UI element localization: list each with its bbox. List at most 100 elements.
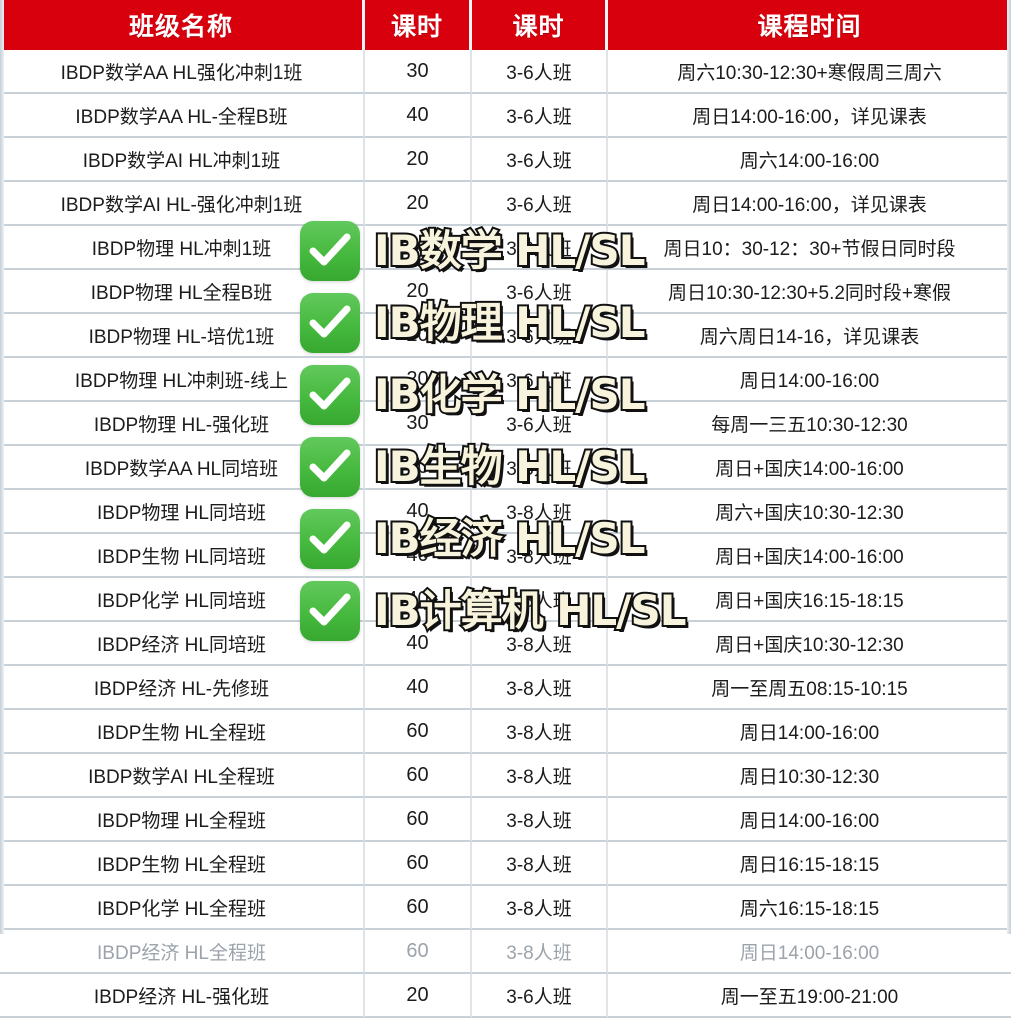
cell-hours: 20 [365,182,472,226]
cell-class-size: 3-6人班 [472,270,608,314]
cell-hours: 40 [365,666,472,710]
cell-schedule: 周日+国庆10:30-12:30 [608,622,1011,666]
table-row: IBDP经济 HL同培班 40 3-8人班 周日+国庆10:30-12:30 [0,622,1011,666]
cell-class-size: 3-8人班 [472,622,608,666]
cell-class-name: IBDP物理 HL-强化班 [0,402,365,446]
table-row: IBDP化学 HL同培班 40 3-8人班 周日+国庆16:15-18:15 [0,578,1011,622]
cell-schedule: 周六16:15-18:15 [608,886,1011,930]
cell-class-name: IBDP物理 HL全程班 [0,798,365,842]
cell-schedule: 周日+国庆14:00-16:00 [608,534,1011,578]
cell-hours: 60 [365,930,472,974]
cell-hours: 40 [365,490,472,534]
cell-schedule: 周日14:00-16:00，详见课表 [608,94,1011,138]
table-row: IBDP物理 HL-培优1班 20 3-6人班 周六周日14-16，详见课表 [0,314,1011,358]
table-row: IBDP数学AA HL同培班 40 3-8人班 周日+国庆14:00-16:00 [0,446,1011,490]
cell-class-name: IBDP经济 HL同培班 [0,622,365,666]
cell-class-size: 3-6人班 [472,138,608,182]
cell-schedule: 周日14:00-16:00 [608,358,1011,402]
cell-schedule: 周日14:00-16:00 [608,798,1011,842]
table-row: IBDP数学AA HL-全程B班 40 3-6人班 周日14:00-16:00，详见课… [0,94,1011,138]
cell-hours: 20 [365,270,472,314]
cell-class-size: 3-8人班 [472,490,608,534]
table-body: IBDP数学AA HL强化冲刺1班 30 3-6人班 周六10:30-12:30+寒假… [0,50,1011,1018]
cell-hours: 30 [365,402,472,446]
cell-class-size: 3-6人班 [472,314,608,358]
cell-class-size: 3-8人班 [472,798,608,842]
cell-hours: 20 [365,226,472,270]
cell-schedule: 周日10:30-12:30+5.2同时段+寒假 [608,270,1011,314]
table-row: IBDP经济 HL-强化班 20 3-6人班 周一至五19:00-21:00 [0,974,1011,1018]
cell-class-name: IBDP物理 HL冲刺班-线上 [0,358,365,402]
cell-hours: 60 [365,798,472,842]
cell-class-name: IBDP数学AI HL-强化冲刺1班 [0,182,365,226]
cell-hours: 40 [365,534,472,578]
cell-class-name: IBDP物理 HL同培班 [0,490,365,534]
cell-class-size: 3-6人班 [472,94,608,138]
table-row: IBDP数学AA HL强化冲刺1班 30 3-6人班 周六10:30-12:30+寒假… [0,50,1011,94]
cell-schedule: 周日14:00-16:00 [608,930,1011,974]
table-row: IBDP物理 HL冲刺班-线上 20 3-6人班 周日14:00-16:00 [0,358,1011,402]
cell-schedule: 周日16:15-18:15 [608,842,1011,886]
column-header-class-name: 班级名称 [0,0,365,50]
table-row: IBDP经济 HL-先修班 40 3-8人班 周一至周五08:15-10:15 [0,666,1011,710]
cell-hours: 60 [365,886,472,930]
cell-hours: 60 [365,754,472,798]
table-row: IBDP物理 HL全程B班 20 3-6人班 周日10:30-12:30+5.2同时段… [0,270,1011,314]
cell-hours: 20 [365,138,472,182]
cell-schedule: 周日14:00-16:00，详见课表 [608,182,1011,226]
cell-schedule: 周一至五19:00-21:00 [608,974,1011,1018]
cell-schedule: 周六+国庆10:30-12:30 [608,490,1011,534]
column-header-schedule: 课程时间 [608,0,1011,50]
table-row: IBDP化学 HL全程班 60 3-8人班 周六16:15-18:15 [0,886,1011,930]
table-header: 班级名称 课时 课时 课程时间 [0,0,1011,50]
cell-class-name: IBDP数学AA HL同培班 [0,446,365,490]
cell-hours: 60 [365,842,472,886]
cell-schedule: 周日10:30-12:30 [608,754,1011,798]
table-row: IBDP物理 HL-强化班 30 3-6人班 每周一三五10:30-12:30 [0,402,1011,446]
cell-class-name: IBDP生物 HL全程班 [0,842,365,886]
cell-class-size: 3-8人班 [472,578,608,622]
cell-class-name: IBDP经济 HL全程班 [0,930,365,974]
cell-class-size: 3-8人班 [472,666,608,710]
table-row: IBDP物理 HL冲刺1班 20 3-6人班 周日10：30-12：30+节假日同时段 [0,226,1011,270]
cell-class-name: IBDP经济 HL-先修班 [0,666,365,710]
cell-class-name: IBDP数学AA HL-全程B班 [0,94,365,138]
cell-hours: 20 [365,314,472,358]
table-row: IBDP经济 HL全程班 60 3-8人班 周日14:00-16:00 [0,930,1011,974]
cell-class-name: IBDP生物 HL全程班 [0,710,365,754]
cell-hours: 40 [365,622,472,666]
cell-schedule: 周日14:00-16:00 [608,710,1011,754]
table-row: IBDP物理 HL全程班 60 3-8人班 周日14:00-16:00 [0,798,1011,842]
cell-class-name: IBDP化学 HL全程班 [0,886,365,930]
cell-class-name: IBDP物理 HL-培优1班 [0,314,365,358]
cell-class-size: 3-6人班 [472,974,608,1018]
cell-hours: 40 [365,578,472,622]
cell-class-size: 3-8人班 [472,710,608,754]
cell-class-name: IBDP化学 HL同培班 [0,578,365,622]
cell-class-name: IBDP物理 HL全程B班 [0,270,365,314]
cell-hours: 20 [365,358,472,402]
table-row: IBDP数学AI HL全程班 60 3-8人班 周日10:30-12:30 [0,754,1011,798]
cell-schedule: 周日+国庆14:00-16:00 [608,446,1011,490]
cell-class-size: 3-8人班 [472,446,608,490]
cell-class-name: IBDP经济 HL-强化班 [0,974,365,1018]
cell-class-name: IBDP数学AI HL冲刺1班 [0,138,365,182]
cell-schedule: 周六周日14-16，详见课表 [608,314,1011,358]
column-header-class-size: 课时 [472,0,608,50]
table-row: IBDP生物 HL全程班 60 3-8人班 周日16:15-18:15 [0,842,1011,886]
cell-class-size: 3-8人班 [472,754,608,798]
cell-class-name: IBDP生物 HL同培班 [0,534,365,578]
table-row: IBDP生物 HL全程班 60 3-8人班 周日14:00-16:00 [0,710,1011,754]
cell-schedule: 周一至周五08:15-10:15 [608,666,1011,710]
cell-hours: 30 [365,50,472,94]
cell-class-size: 3-6人班 [472,226,608,270]
cell-hours: 40 [365,446,472,490]
cell-hours: 40 [365,94,472,138]
cell-class-name: IBDP数学AA HL强化冲刺1班 [0,50,365,94]
cell-class-size: 3-6人班 [472,358,608,402]
column-header-hours: 课时 [365,0,472,50]
cell-schedule: 周日+国庆16:15-18:15 [608,578,1011,622]
cell-schedule: 周六14:00-16:00 [608,138,1011,182]
cell-schedule: 周六10:30-12:30+寒假周三周六 [608,50,1011,94]
